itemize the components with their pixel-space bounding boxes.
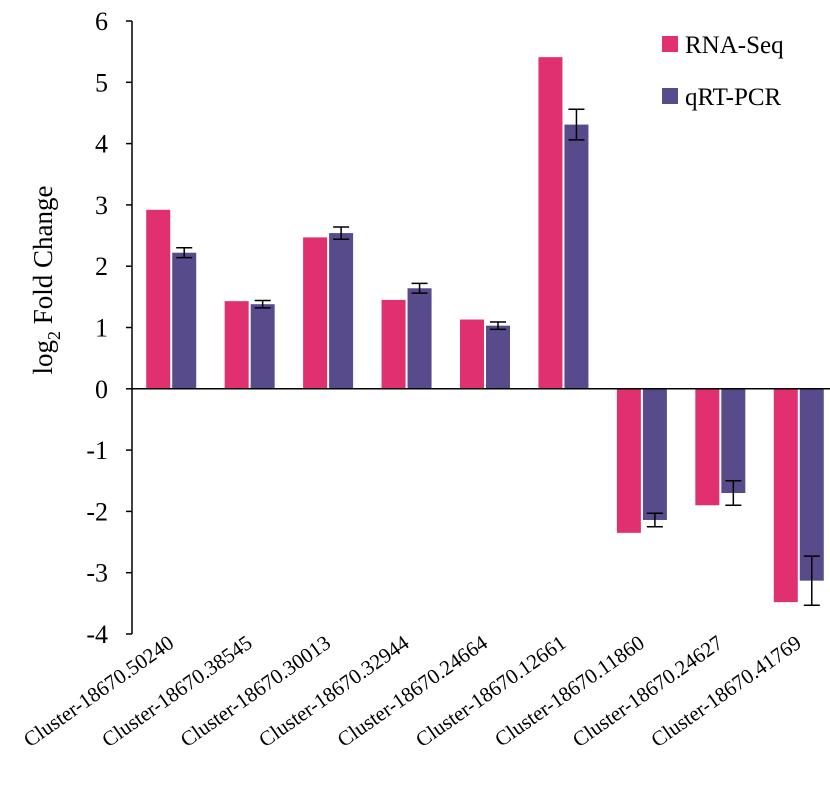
bar-rna-seq-4: [460, 319, 484, 389]
category-labels: Cluster-18670.50240Cluster-18670.38545Cl…: [19, 630, 806, 752]
y-axis-label-suffix: Fold Change: [28, 185, 58, 331]
bar-rna-seq-2: [303, 237, 328, 389]
legend-label-rna-seq: RNA-Seq: [685, 32, 784, 59]
y-tick-label: 4: [95, 130, 108, 159]
bar-qrt-pcr-7: [721, 388, 746, 494]
y-axis-label-prefix: log: [28, 340, 58, 375]
y-tick-label: -2: [86, 497, 108, 526]
y-tick-label: 5: [95, 68, 108, 97]
legend-label-qrt-pcr: qRT-PCR: [685, 84, 782, 111]
error-bars: [176, 108, 820, 606]
legend-swatch-qrt-pcr: [662, 88, 678, 104]
bar-qrt-pcr-8: [799, 388, 824, 581]
axes: [131, 21, 830, 634]
y-tick-label: 0: [95, 375, 108, 404]
y-axis-label: log2 Fold Change: [28, 185, 64, 374]
bar-rna-seq-5: [538, 57, 563, 389]
y-tick-label: 3: [95, 191, 108, 220]
bar-rna-seq-7: [695, 388, 720, 506]
bar-qrt-pcr-6: [642, 388, 667, 520]
y-tick-label: 6: [95, 7, 108, 36]
bar-rna-seq-0: [146, 209, 171, 389]
y-tick-label: 1: [95, 314, 108, 343]
y-tick-label: 2: [95, 252, 108, 281]
y-axis-ticks: -4 -3 -2 -1 0 1 2 3 4 5 6: [86, 7, 132, 649]
legend: RNA-Seq qRT-PCR: [662, 32, 784, 111]
bar-qrt-pcr-1: [250, 304, 275, 389]
bar-rna-seq-6: [616, 388, 641, 533]
y-tick-label: -4: [86, 620, 108, 649]
bars: [146, 57, 824, 603]
bar-qrt-pcr-5: [564, 124, 589, 389]
bar-qrt-pcr-3: [407, 288, 432, 389]
y-tick-label: -3: [86, 559, 108, 588]
legend-swatch-rna-seq: [662, 36, 678, 52]
bar-rna-seq-8: [773, 388, 798, 603]
y-tick-label: -1: [86, 436, 108, 465]
bar-rna-seq-1: [224, 301, 249, 389]
y-axis-label-subscript: 2: [44, 331, 64, 340]
bar-qrt-pcr-0: [172, 252, 197, 389]
bar-rna-seq-3: [381, 299, 406, 389]
bar-qrt-pcr-2: [329, 233, 354, 389]
bar-qrt-pcr-4: [486, 325, 510, 389]
